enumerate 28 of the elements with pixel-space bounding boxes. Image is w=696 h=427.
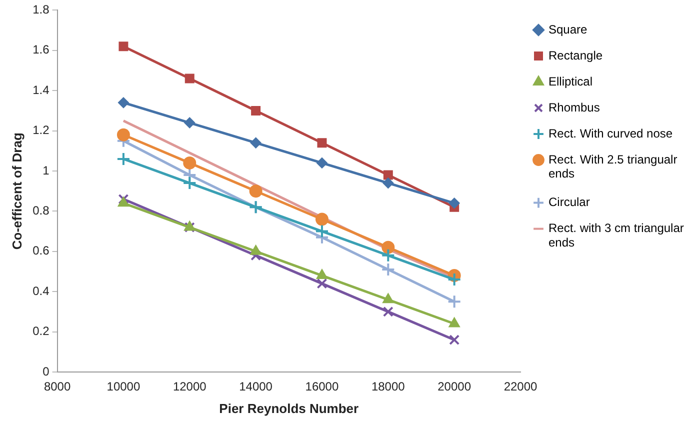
y-axis-title: Co-efficent of Drag bbox=[9, 132, 24, 250]
x-tick-label: 12000 bbox=[172, 380, 207, 394]
legend-label: Rhombus bbox=[548, 100, 600, 114]
x-tick-label: 18000 bbox=[371, 380, 406, 394]
y-tick-label: 0.4 bbox=[32, 284, 50, 298]
y-tick-label: 1 bbox=[42, 163, 50, 178]
x-axis-title: Pier Reynolds Number bbox=[219, 400, 359, 416]
legend-label: Square bbox=[548, 22, 588, 36]
legend-label: Circular bbox=[548, 195, 590, 210]
y-tick-label: 1.2 bbox=[32, 123, 50, 138]
x-tick-label: 20000 bbox=[438, 380, 472, 394]
x-tick-label: 8000 bbox=[44, 380, 71, 394]
legend-label: Rectangle bbox=[548, 48, 603, 62]
legend-label: Rect. With curved nose bbox=[548, 126, 673, 140]
x-tick-label: 14000 bbox=[239, 380, 273, 394]
y-tick-label: 1.8 bbox=[32, 2, 50, 17]
legend-label: Rect. with 3 cm triangular ends bbox=[548, 221, 684, 250]
y-tick-label: 0.2 bbox=[32, 324, 50, 338]
x-tick-label: 10000 bbox=[106, 380, 140, 394]
legend-label: Rect. With 2.5 triangualr ends bbox=[548, 152, 678, 181]
x-tick-label: 16000 bbox=[305, 380, 339, 394]
y-tick-label: 0 bbox=[42, 364, 50, 378]
y-tick-label: 0.6 bbox=[32, 244, 50, 258]
y-tick-label: 1.6 bbox=[32, 42, 50, 57]
x-tick-label: 22000 bbox=[504, 380, 538, 394]
legend-label: Elliptical bbox=[548, 74, 593, 88]
y-tick-label: 1.4 bbox=[32, 82, 50, 97]
y-tick-label: 0.8 bbox=[32, 204, 50, 218]
